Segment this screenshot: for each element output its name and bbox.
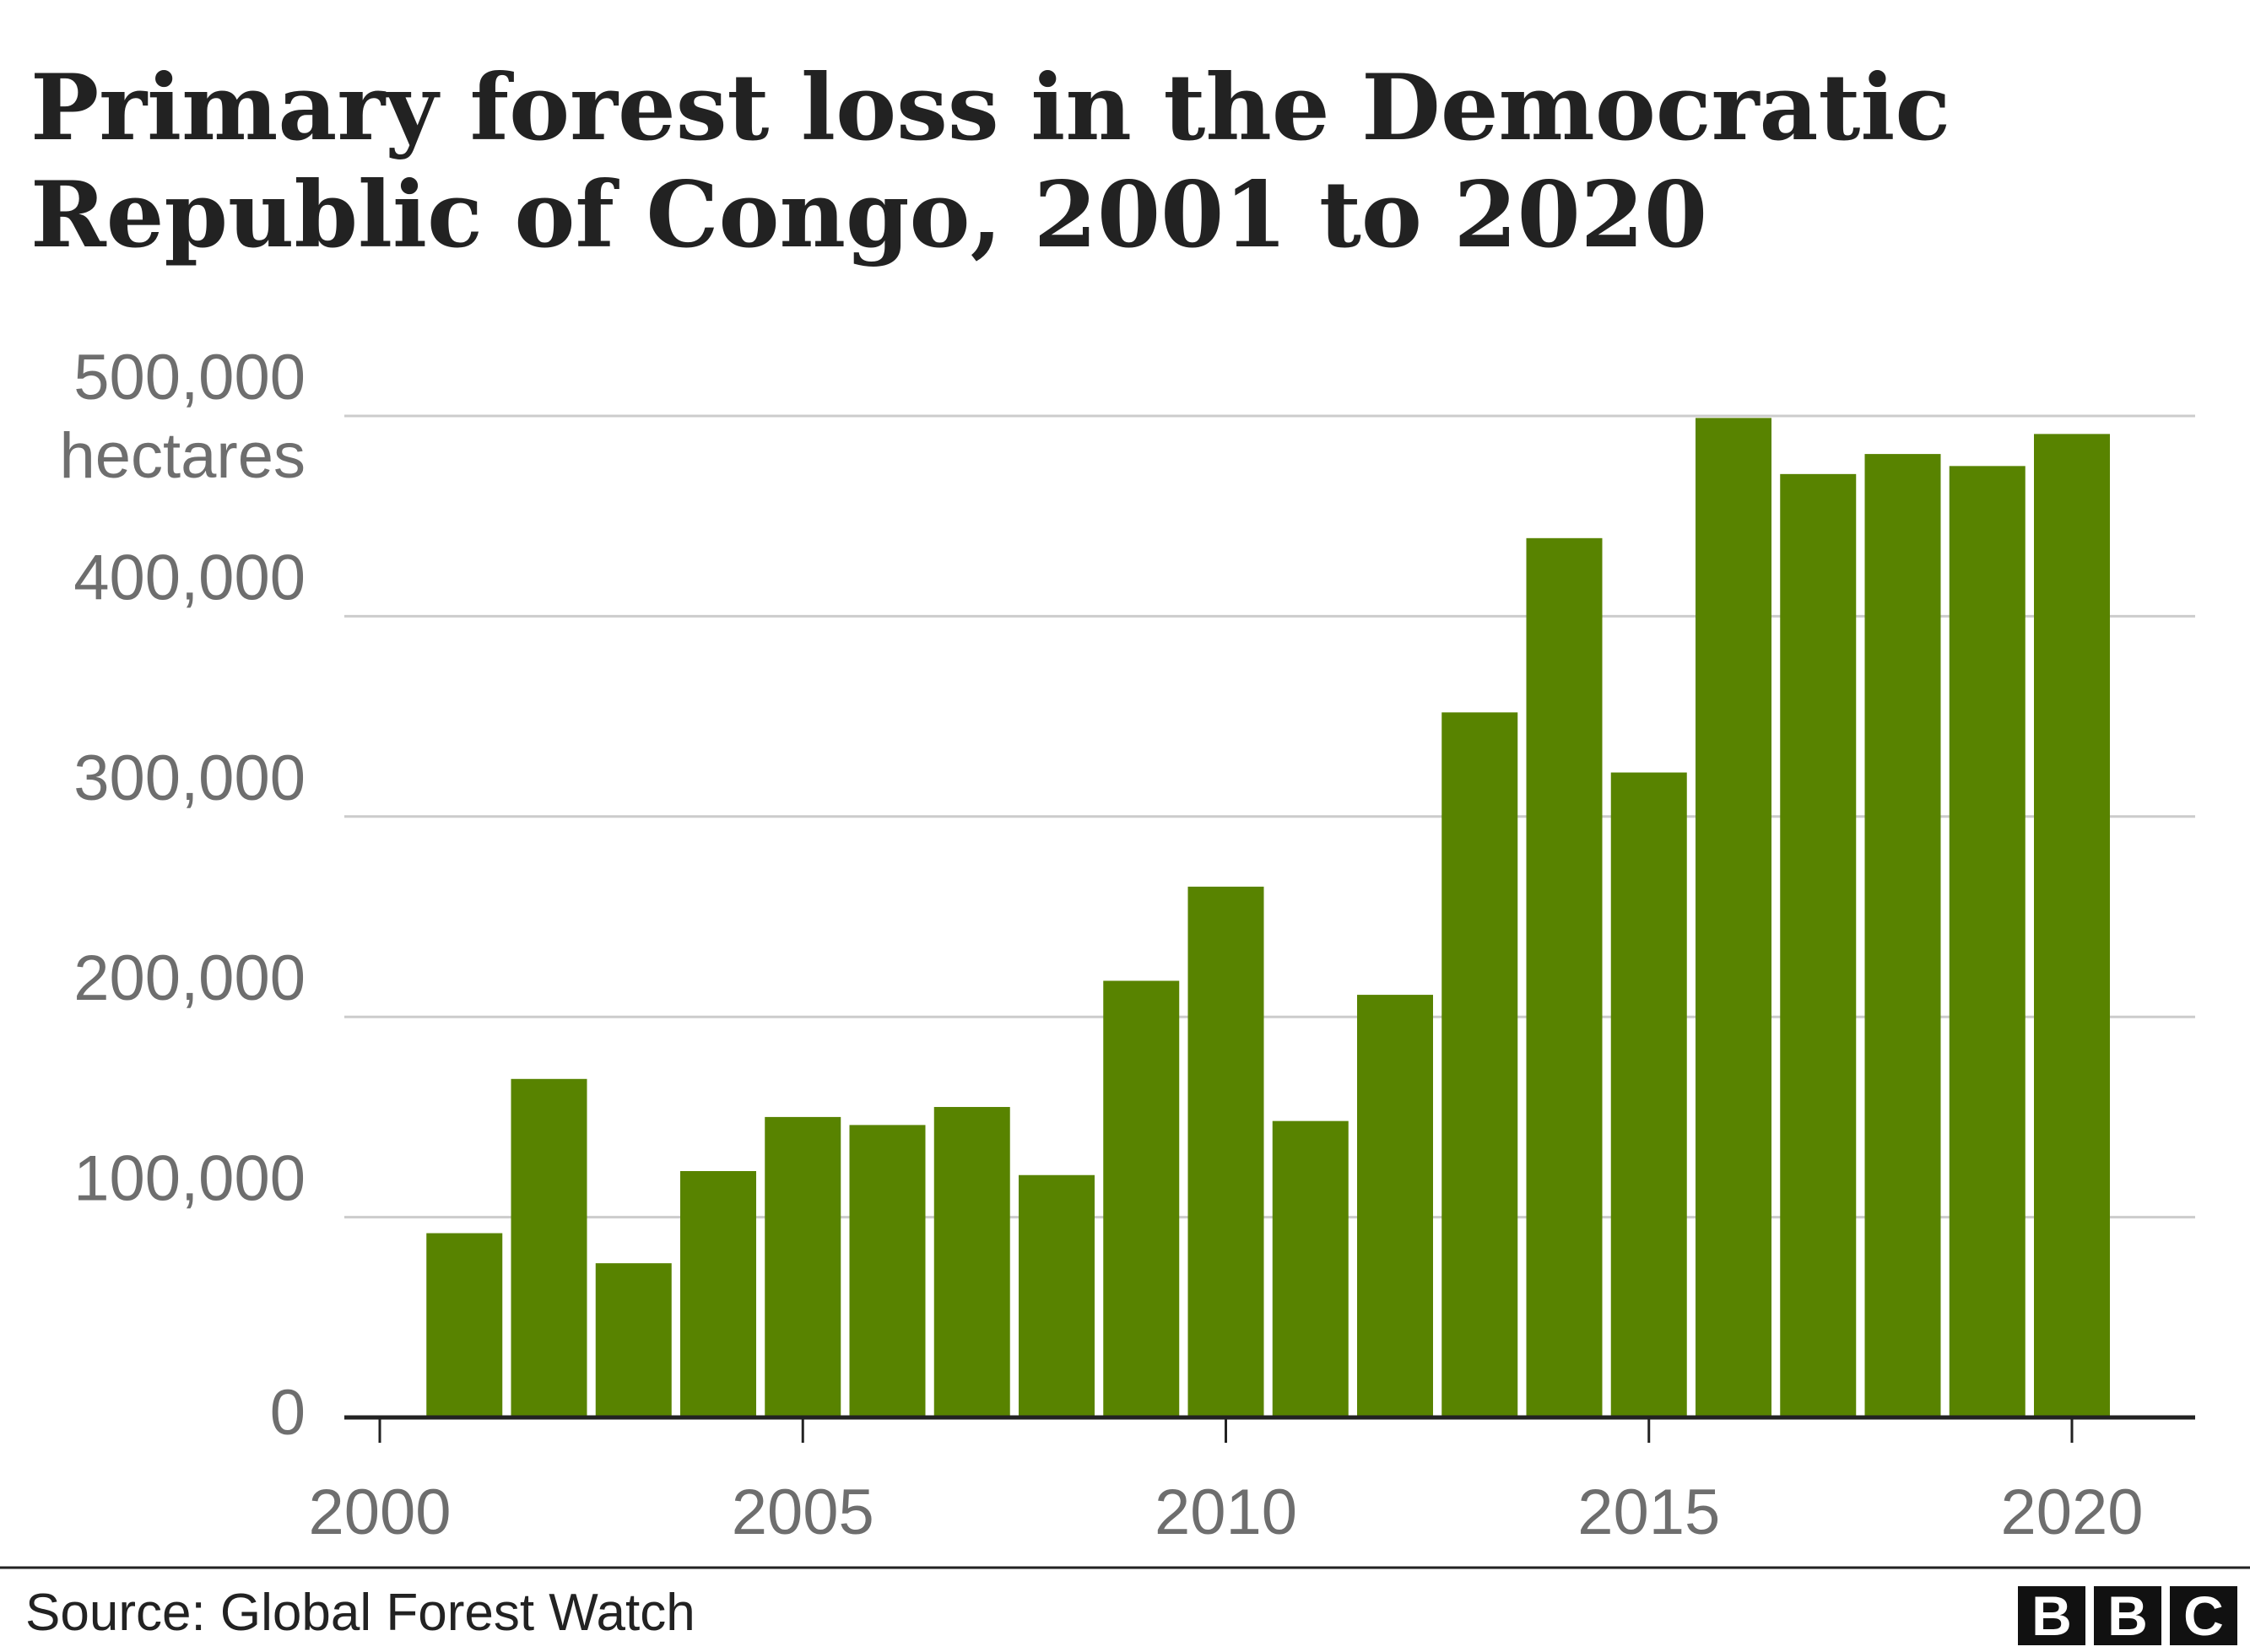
bar-2003 — [595, 1263, 672, 1417]
bar-2008 — [1019, 1174, 1095, 1417]
bar-2018 — [1864, 454, 1941, 1418]
x-tick-label: 2010 — [1155, 1477, 1297, 1548]
x-tick-label: 2005 — [732, 1477, 874, 1548]
bbc-logo-block — [2094, 1586, 2161, 1645]
bar-2014 — [1526, 537, 1603, 1418]
x-tick-label: 2020 — [2000, 1477, 2143, 1548]
bar-2013 — [1441, 712, 1518, 1417]
y-tick-label: 200,000 — [73, 942, 306, 1014]
bbc-logo-block — [2018, 1586, 2085, 1645]
y-axis-unit-label: hectares — [60, 420, 306, 492]
bar-2005 — [765, 1116, 841, 1417]
y-tick-label: 500,000 — [73, 342, 306, 413]
bar-2019 — [1949, 466, 2026, 1417]
bbc-logo-letter: C — [2183, 1585, 2224, 1647]
bar-2011 — [1272, 1120, 1349, 1417]
bar-2017 — [1780, 473, 1857, 1418]
bbc-logo-letter: B — [2031, 1585, 2072, 1647]
y-tick-label: 300,000 — [73, 742, 306, 814]
source-note: Source: Global Forest Watch — [25, 1584, 695, 1642]
chart-title-line-1: Primary forest loss in the Democratic — [30, 55, 1950, 161]
bar-2010 — [1187, 886, 1264, 1417]
bar-2012 — [1357, 995, 1433, 1417]
bar-2015 — [1610, 772, 1687, 1417]
x-tick-label: 2015 — [1577, 1477, 1720, 1548]
bar-2020 — [2034, 434, 2110, 1418]
bar-2002 — [511, 1078, 587, 1417]
chart-title-line-2: Republic of Congo, 2001 to 2020 — [30, 162, 1707, 268]
bar-2006 — [849, 1125, 926, 1417]
bbc-logo-block — [2170, 1586, 2237, 1645]
y-tick-label: 100,000 — [73, 1143, 306, 1215]
bar-2004 — [680, 1170, 756, 1417]
bar-2001 — [426, 1233, 503, 1417]
bar-2007 — [933, 1107, 1010, 1417]
bar-2016 — [1696, 418, 1771, 1417]
bbc-logo-letter: B — [2107, 1585, 2148, 1647]
y-tick-label: 0 — [270, 1377, 306, 1449]
bar-2009 — [1103, 980, 1180, 1417]
x-tick-label: 2000 — [308, 1477, 451, 1548]
y-tick-label: 400,000 — [73, 542, 306, 613]
